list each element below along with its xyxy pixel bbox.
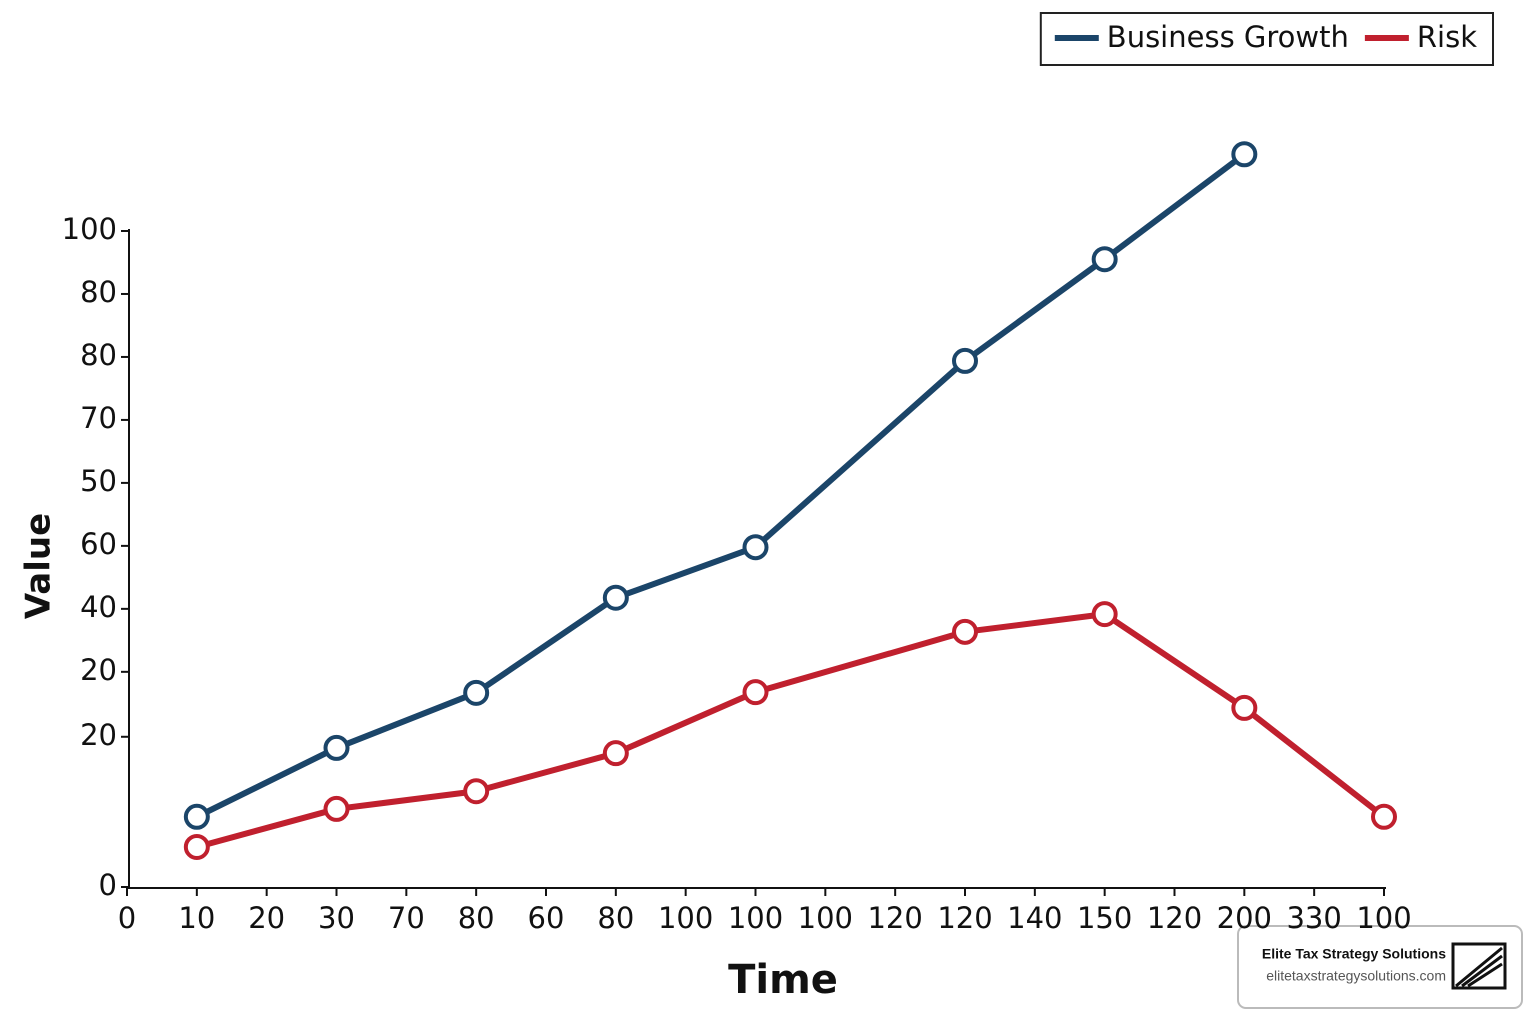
x-tick-label: 0	[118, 901, 136, 935]
y-tick-label: 60	[80, 527, 117, 561]
y-tick-label: 70	[80, 401, 117, 435]
point	[323, 734, 350, 761]
point	[602, 740, 629, 767]
series-line	[195, 151, 1247, 820]
x-tick-label: 80	[458, 901, 495, 935]
point	[952, 618, 978, 645]
x-tick-label: 10	[178, 901, 215, 935]
point	[952, 347, 978, 374]
point	[323, 795, 350, 822]
x-tick-label: 150	[1077, 901, 1132, 935]
watermark-logo-stripes	[1455, 946, 1503, 988]
x-tick-label: 120	[867, 901, 922, 935]
x-axis-label: Time	[728, 957, 838, 1003]
point	[183, 833, 210, 860]
y-tick-label: 50	[80, 464, 117, 498]
y-tick-label: 0	[99, 868, 117, 902]
x-tick-label: 200	[1217, 901, 1272, 935]
x-tick-label: 100	[798, 901, 853, 935]
watermark-url: elitetaxstrategysolutions.com	[1266, 968, 1446, 984]
y-tick-label: 80	[80, 275, 117, 309]
legend-box	[1039, 12, 1494, 66]
point	[1231, 694, 1258, 721]
y-tick-label: 80	[80, 338, 117, 372]
x-tick-label: 80	[597, 901, 634, 935]
point	[602, 584, 629, 611]
point	[463, 778, 490, 805]
point	[742, 679, 769, 706]
y-tick-label: 20	[80, 718, 117, 752]
x-tick-label: 30	[318, 901, 355, 935]
x-tick-label: 100	[1356, 901, 1411, 935]
watermark-title: Elite Tax Strategy Solutions	[1262, 946, 1446, 962]
watermark-box	[1237, 925, 1523, 1009]
x-tick-label: 20	[248, 901, 285, 935]
legend-label: Business Growth	[1107, 20, 1349, 54]
watermark: Elite Tax Strategy Solutions elitetaxstr…	[1237, 925, 1523, 1009]
x-tick-label: 330	[1286, 901, 1341, 935]
x-tick-label: 70	[388, 901, 425, 935]
point	[742, 534, 769, 561]
x-tick-label: 100	[728, 901, 783, 935]
point	[463, 679, 490, 706]
y-tick-label: 100	[62, 212, 117, 246]
point	[183, 803, 210, 830]
y-tick-label: 40	[80, 590, 117, 624]
point	[1231, 141, 1258, 168]
legend: Business Growth Risk	[1039, 12, 1494, 66]
x-tick-label: 120	[1147, 901, 1202, 935]
y-axis-label: Value	[19, 513, 59, 619]
x-tick-label: 140	[1007, 901, 1062, 935]
point	[1371, 803, 1397, 830]
x-tick-label: 100	[658, 901, 713, 935]
point	[1091, 601, 1118, 628]
x-tick-label: 60	[528, 901, 565, 935]
legend-label: Risk	[1417, 20, 1477, 54]
y-tick-label: 20	[80, 653, 117, 687]
point	[1091, 246, 1118, 273]
x-tick-label: 120	[937, 901, 992, 935]
